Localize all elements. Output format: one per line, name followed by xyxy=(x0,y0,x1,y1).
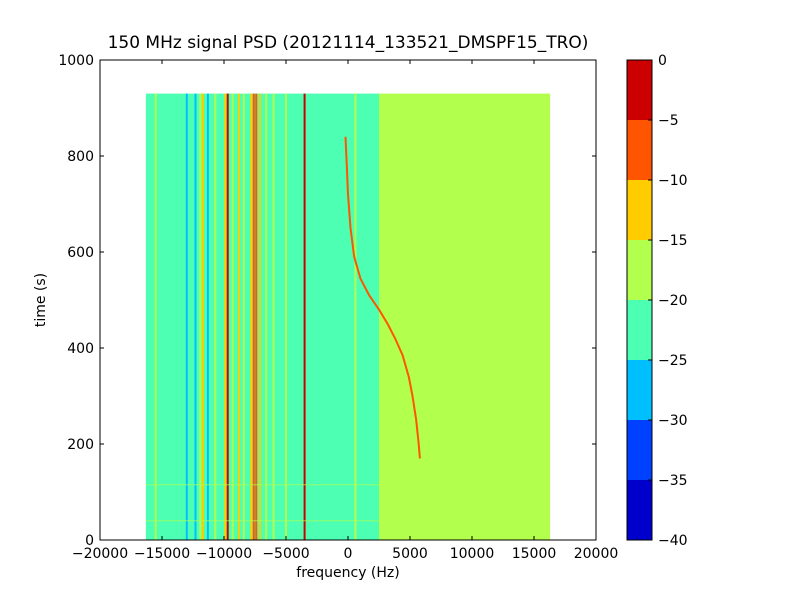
colorbar-tick-label: −30 xyxy=(658,413,688,429)
colorbar-segment xyxy=(627,120,652,180)
x-tick-label: 20000 xyxy=(574,546,619,562)
background-region xyxy=(145,93,379,540)
colorbar-segment xyxy=(627,360,652,420)
chart-title: 150 MHz signal PSD (20121114_133521_DMSP… xyxy=(108,33,589,53)
spectrogram-image xyxy=(145,93,551,540)
x-axis-label: frequency (Hz) xyxy=(296,565,399,581)
colorbar-tick-label: −15 xyxy=(658,233,688,249)
y-tick-label: 0 xyxy=(85,533,94,549)
colorbar-tick-label: −10 xyxy=(658,173,688,189)
colorbar-segment xyxy=(627,60,652,120)
x-axis: −20000 −15000 −10000 −5000 0 5000 10000 15000 20… xyxy=(72,60,618,562)
colorbar-segment xyxy=(627,300,652,360)
x-tick-label: 0 xyxy=(344,546,353,562)
y-axis-label: time (s) xyxy=(33,273,49,327)
colorbar-tick-label: −40 xyxy=(658,533,688,549)
colorbar-segment xyxy=(627,240,652,300)
x-tick-label: −5000 xyxy=(262,546,309,562)
colorbar-tick-label: −35 xyxy=(658,473,688,489)
y-tick-label: 600 xyxy=(67,245,94,261)
colorbar-segment xyxy=(627,480,652,540)
colorbar-segment xyxy=(627,180,652,240)
y-tick-label: 800 xyxy=(67,149,94,165)
x-tick-label: −15000 xyxy=(134,546,190,562)
y-tick-label: 1000 xyxy=(58,53,94,69)
y-tick-label: 200 xyxy=(67,437,94,453)
x-tick-label: 15000 xyxy=(512,546,557,562)
x-tick-label: −10000 xyxy=(196,546,252,562)
x-tick-label: 10000 xyxy=(450,546,495,562)
colorbar-segment xyxy=(627,420,652,480)
colorbar-tick-label: −20 xyxy=(658,293,688,309)
satellite-trace xyxy=(344,136,421,459)
colorbar-tick-label: −5 xyxy=(658,113,679,129)
x-tick-label: −20000 xyxy=(72,546,128,562)
background-region xyxy=(379,93,551,540)
y-axis: 0 200 400 600 800 1000 xyxy=(58,53,596,549)
y-tick-label: 400 xyxy=(67,341,94,357)
x-tick-label: 5000 xyxy=(392,546,428,562)
colorbar-tick-label: 0 xyxy=(658,53,667,69)
colorbar: 0 −5 −10 −15 −20 −25 −30 −35 −40 xyxy=(626,53,688,549)
colorbar-tick-label: −25 xyxy=(658,353,688,369)
